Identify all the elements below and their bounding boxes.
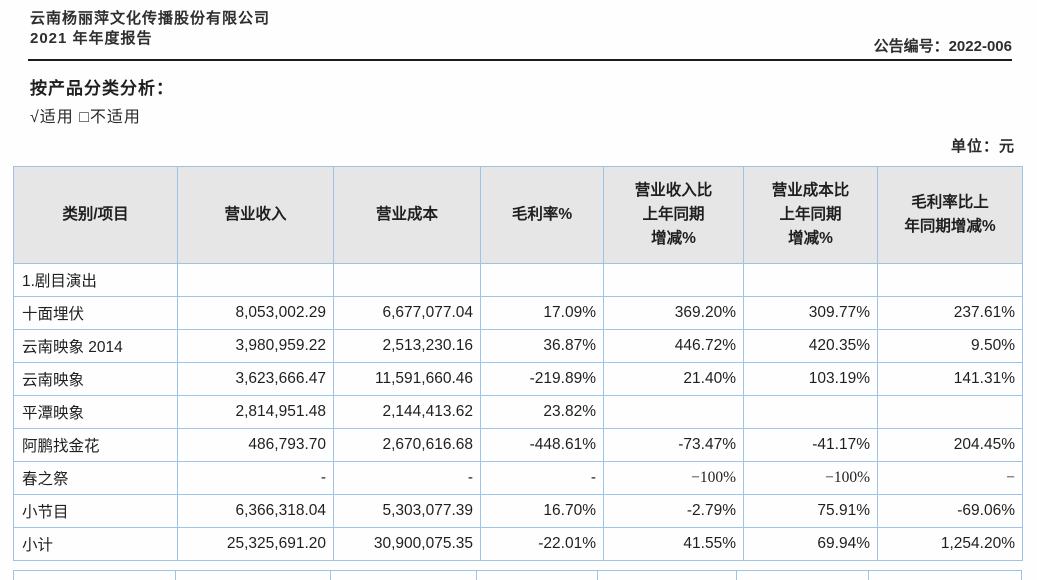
row-label: 阿鹏找金花 bbox=[13, 428, 178, 462]
announcement-number: 公告编号：2022-006 bbox=[873, 38, 1012, 55]
table-row: 小节目 6,366,318.04 5,303,077.39 16.70% -2.79% 7… bbox=[13, 494, 1023, 528]
cell-value: -41.17% bbox=[743, 428, 878, 462]
table-row: 云南映象 3,623,666.47 11,591,660.46 -219.89% 21.… bbox=[13, 362, 1023, 396]
row-label: 云南映象 2014 bbox=[13, 329, 178, 363]
cell-value: −100% bbox=[603, 461, 744, 495]
header-cost-yoy: 营业成本比 上年同期 增减% bbox=[743, 166, 878, 264]
row-label: 小节目 bbox=[13, 494, 178, 528]
cell-value: 75.91% bbox=[743, 494, 878, 528]
header-revenue: 营业收入 bbox=[177, 166, 334, 264]
cell-value: −100% bbox=[743, 461, 878, 495]
cell-value: 69.94% bbox=[743, 527, 878, 561]
cell-value: -448.61% bbox=[480, 428, 604, 462]
cell-value bbox=[333, 263, 481, 297]
cell-value: 486,793.70 bbox=[177, 428, 334, 462]
cell-value: 141.31% bbox=[877, 362, 1023, 396]
cell-value: - bbox=[177, 461, 334, 495]
partial-cell bbox=[598, 571, 737, 580]
cell-value: 16.70% bbox=[480, 494, 604, 528]
row-label: 春之祭 bbox=[13, 461, 178, 495]
cell-value: 25,325,691.20 bbox=[177, 527, 334, 561]
cell-value bbox=[603, 263, 744, 297]
partial-cell bbox=[477, 571, 598, 580]
partial-cell bbox=[737, 571, 869, 580]
unit-label: 单位：元 bbox=[950, 138, 1015, 155]
cell-value: -219.89% bbox=[480, 362, 604, 396]
applicability-line: √适用 □不适用 bbox=[30, 109, 141, 126]
header-gross-margin: 毛利率% bbox=[480, 166, 604, 264]
header-revenue-yoy: 营业收入比 上年同期 增减% bbox=[603, 166, 744, 264]
cell-value: -69.06% bbox=[877, 494, 1023, 528]
cell-value: 446.72% bbox=[603, 329, 744, 363]
table-row: 1.剧目演出 bbox=[13, 263, 1023, 297]
cell-value: 1,254.20% bbox=[877, 527, 1023, 561]
product-category-table: 类别/项目 营业收入 营业成本 毛利率% 营业收入比 上年同期 增减% 营业成本… bbox=[13, 166, 1023, 561]
next-row-partial bbox=[13, 570, 1022, 580]
cell-value: - bbox=[333, 461, 481, 495]
cell-value: 103.19% bbox=[743, 362, 878, 396]
cell-value: -22.01% bbox=[480, 527, 604, 561]
cell-value: 6,677,077.04 bbox=[333, 296, 481, 330]
cell-value: -73.47% bbox=[603, 428, 744, 462]
cell-value: 21.40% bbox=[603, 362, 744, 396]
cell-value: 237.61% bbox=[877, 296, 1023, 330]
cell-value bbox=[877, 263, 1023, 297]
header-divider bbox=[28, 59, 1012, 61]
table-row: 春之祭 - - - −100% −100% − bbox=[13, 461, 1023, 495]
cell-value: 30,900,075.35 bbox=[333, 527, 481, 561]
cell-value: 3,980,959.22 bbox=[177, 329, 334, 363]
section-title: 按产品分类分析： bbox=[30, 79, 174, 98]
table-header: 类别/项目 营业收入 营业成本 毛利率% 营业收入比 上年同期 增减% 营业成本… bbox=[13, 166, 1023, 264]
header-category: 类别/项目 bbox=[13, 166, 178, 264]
row-label: 十面埋伏 bbox=[13, 296, 178, 330]
cell-value: 2,513,230.16 bbox=[333, 329, 481, 363]
table-row: 平潭映象 2,814,951.48 2,144,413.62 23.82% bbox=[13, 395, 1023, 429]
cell-value: 2,670,616.68 bbox=[333, 428, 481, 462]
cell-value: 36.87% bbox=[480, 329, 604, 363]
cell-value: 3,623,666.47 bbox=[177, 362, 334, 396]
cell-value: 2,814,951.48 bbox=[177, 395, 334, 429]
row-label: 1.剧目演出 bbox=[13, 263, 178, 297]
header-cost: 营业成本 bbox=[333, 166, 481, 264]
cell-value: 369.20% bbox=[603, 296, 744, 330]
product-table-body: 1.剧目演出 十面埋伏 8,053,002.29 6,677,077.04 17.09%… bbox=[13, 263, 1023, 561]
cell-value bbox=[480, 263, 604, 297]
report-title: 2021 年年度报告 bbox=[30, 30, 153, 47]
cell-value: 5,303,077.39 bbox=[333, 494, 481, 528]
cell-value bbox=[177, 263, 334, 297]
partial-cell bbox=[869, 571, 1013, 580]
cell-value bbox=[743, 395, 878, 429]
partial-cell bbox=[14, 571, 176, 580]
row-label: 云南映象 bbox=[13, 362, 178, 396]
cell-value bbox=[877, 395, 1023, 429]
partial-cell bbox=[176, 571, 331, 580]
cell-value: - bbox=[480, 461, 604, 495]
cell-value: 6,366,318.04 bbox=[177, 494, 334, 528]
cell-value: 41.55% bbox=[603, 527, 744, 561]
cell-value: 9.50% bbox=[877, 329, 1023, 363]
row-label: 小计 bbox=[13, 527, 178, 561]
cell-value: − bbox=[877, 461, 1023, 495]
cell-value: 2,144,413.62 bbox=[333, 395, 481, 429]
cell-value: 420.35% bbox=[743, 329, 878, 363]
company-name: 云南杨丽萍文化传播股份有限公司 bbox=[30, 10, 271, 27]
cell-value: 309.77% bbox=[743, 296, 878, 330]
cell-value bbox=[603, 395, 744, 429]
table-row: 十面埋伏 8,053,002.29 6,677,077.04 17.09% 369.20… bbox=[13, 296, 1023, 330]
cell-value: 11,591,660.46 bbox=[333, 362, 481, 396]
cell-value bbox=[743, 263, 878, 297]
table-row: 小计 25,325,691.20 30,900,075.35 -22.01% 41.55… bbox=[13, 527, 1023, 561]
cell-value: 8,053,002.29 bbox=[177, 296, 334, 330]
cell-value: 17.09% bbox=[480, 296, 604, 330]
header-row: 类别/项目 营业收入 营业成本 毛利率% 营业收入比 上年同期 增减% 营业成本… bbox=[13, 166, 1023, 264]
header-margin-yoy: 毛利率比上 年同期增减% bbox=[877, 166, 1023, 264]
cell-value: 23.82% bbox=[480, 395, 604, 429]
cell-value: 204.45% bbox=[877, 428, 1023, 462]
cell-value: -2.79% bbox=[603, 494, 744, 528]
table-row: 云南映象 2014 3,980,959.22 2,513,230.16 36.87% 4… bbox=[13, 329, 1023, 363]
table-row: 阿鹏找金花 486,793.70 2,670,616.68 -448.61% -73.4… bbox=[13, 428, 1023, 462]
row-label: 平潭映象 bbox=[13, 395, 178, 429]
partial-cell bbox=[331, 571, 477, 580]
